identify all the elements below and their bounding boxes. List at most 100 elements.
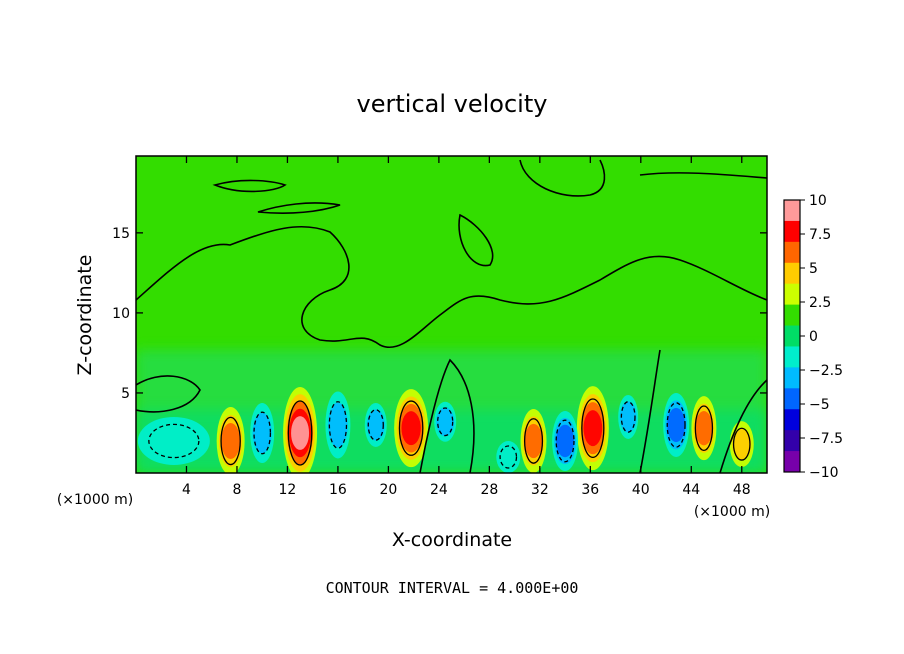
contour-line [419, 358, 475, 473]
velocity-cell-layer [667, 407, 686, 443]
x-tick-label: 12 [279, 482, 297, 498]
x-unit-left: (×1000 m) [57, 492, 133, 508]
velocity-cell-layer [366, 409, 385, 441]
contour-line [639, 349, 661, 473]
velocity-cell-layer [252, 412, 272, 454]
x-axis: 4 8 12 16 20 24 28 32 36 40 44 48 [182, 156, 751, 498]
colorbar-label: 0 [809, 329, 818, 345]
x-axis-label: X-coordinate [392, 529, 512, 551]
velocity-cell [216, 406, 245, 473]
velocity-cell-contour [523, 418, 544, 464]
velocity-cell [394, 389, 429, 468]
x-tick-label: 44 [682, 482, 700, 498]
velocity-cell [729, 421, 754, 468]
colorbar-label: 7.5 [809, 227, 831, 243]
velocity-cell-layer [583, 410, 603, 447]
colorbar-swatch [784, 346, 800, 368]
velocity-cell [137, 416, 210, 465]
velocity-cell-contour [499, 445, 518, 469]
colorbar-label: 5 [809, 261, 818, 277]
colorbar-swatch [784, 241, 800, 264]
velocity-cell-contour [328, 401, 348, 449]
velocity-cell-layer [401, 411, 421, 446]
velocity-cell-contour [732, 427, 751, 461]
velocity-cell-layer [328, 402, 348, 448]
velocity-cell-layer [524, 423, 543, 459]
colorbar-swatch [784, 451, 800, 473]
colorbar-swatch [784, 304, 800, 327]
colorbar-swatch [784, 200, 800, 222]
colorbar-swatch [784, 220, 800, 243]
colorbar-swatch [784, 283, 800, 306]
velocity-cell-layer [436, 407, 455, 437]
colorbar-swatch [784, 409, 800, 431]
velocity-cell-contour [398, 400, 424, 456]
velocity-cell [364, 402, 387, 447]
velocity-cell-contour [287, 400, 313, 466]
x-tick-label: 28 [480, 482, 498, 498]
velocity-cell-layer [695, 411, 713, 446]
x-tick-label: 40 [632, 482, 650, 498]
contour-line [519, 159, 606, 197]
velocity-cell [691, 396, 717, 461]
velocity-cell-layer [556, 424, 575, 458]
velocity-cell-contour [581, 398, 605, 459]
colorbar-swatch [784, 325, 800, 347]
velocity-cell [520, 408, 547, 473]
colorbar-label: −7.5 [809, 431, 843, 447]
x-tick-label: 36 [581, 482, 599, 498]
y-tick-label: 5 [121, 386, 130, 402]
contour-line [136, 225, 767, 348]
velocity-cell [434, 401, 457, 442]
contour-interval-note: CONTOUR INTERVAL = 4.000E+00 [326, 579, 579, 597]
velocity-cell [576, 386, 609, 471]
y-tick-label: 10 [112, 306, 130, 322]
velocity-cell-contour [437, 407, 454, 437]
x-tick-label: 8 [232, 482, 241, 498]
velocity-cell-contour [148, 423, 200, 459]
x-tick-label: 32 [531, 482, 549, 498]
y-tick-label: 15 [112, 226, 130, 242]
y-axis: 5 10 15 [112, 226, 767, 402]
colorbar-label: −5 [809, 397, 830, 413]
velocity-cell [552, 410, 579, 471]
colorbar: 10 7.5 5 2.5 0 −2.5 −5 −7.5 −10 [783, 193, 843, 481]
contour-line [136, 375, 201, 413]
velocity-cell-layer [619, 401, 637, 433]
x-tick-label: 20 [379, 482, 397, 498]
velocity-cell-layer [732, 427, 752, 461]
chart-title: vertical velocity [357, 90, 548, 118]
contour-line [458, 213, 494, 267]
colorbar-label: 10 [809, 193, 827, 209]
plot-frame [135, 155, 768, 474]
velocity-cell-contour [367, 409, 384, 441]
velocity-cell [325, 391, 351, 459]
colorbar-label: −10 [809, 465, 839, 481]
velocity-cell-contour [220, 416, 241, 466]
colorbar-label: −2.5 [809, 363, 843, 379]
velocity-cell-layer [221, 422, 241, 459]
colorbar-swatch [784, 430, 800, 452]
contour-line [212, 179, 287, 193]
velocity-cell [663, 392, 690, 457]
velocity-cell [283, 386, 318, 473]
colorbar-swatch [784, 262, 800, 285]
colorbar-swatch [784, 388, 800, 410]
plot-area [136, 156, 767, 473]
velocity-cell-contour [694, 405, 714, 452]
velocity-cell-contour [620, 401, 636, 433]
velocity-cell-contour [666, 402, 686, 448]
velocity-cell-contour [555, 419, 575, 463]
velocity-features [137, 386, 754, 473]
contour-line [257, 202, 341, 214]
velocity-cell-layer [291, 416, 310, 450]
x-tick-label: 48 [733, 482, 751, 498]
velocity-cell [496, 440, 521, 473]
colorbar-label: 2.5 [809, 295, 831, 311]
velocity-cell [250, 402, 275, 463]
y-axis-label: Z-coordinate [74, 255, 96, 376]
velocity-cell-contour [253, 411, 272, 455]
contour-line [639, 172, 767, 179]
contour-line [719, 379, 767, 473]
